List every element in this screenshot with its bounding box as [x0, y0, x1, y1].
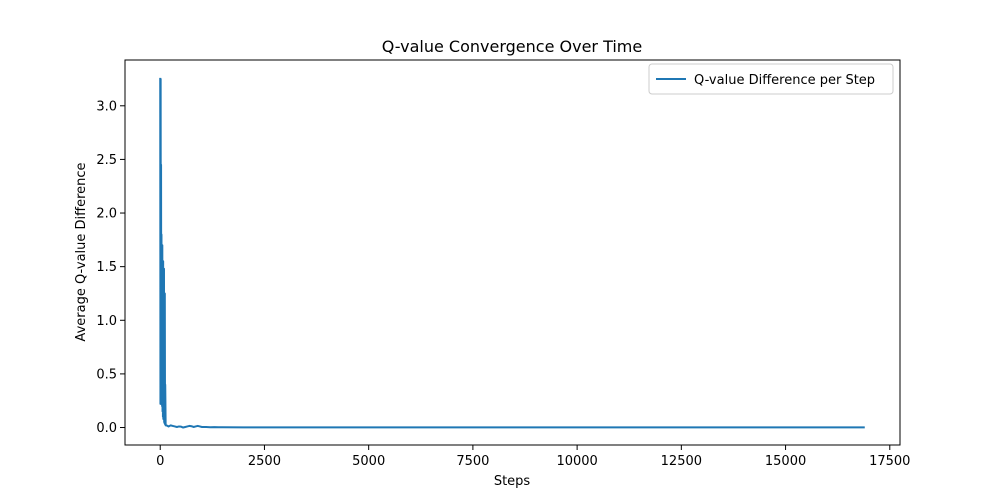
legend-label: Q-value Difference per Step — [694, 73, 875, 88]
legend-box — [648, 63, 894, 95]
x-tick-label: 7500 — [456, 454, 489, 469]
y-tick-label: 1.5 — [96, 260, 117, 275]
chart-title: Q-value Convergence Over Time — [382, 37, 642, 56]
x-tick-label: 15000 — [765, 454, 806, 469]
axes-frame — [124, 59, 901, 446]
x-tick-label: 17500 — [869, 454, 910, 469]
y-tick-label: 0.0 — [96, 421, 117, 436]
y-tick-label: 0.5 — [96, 367, 117, 382]
plot-area: 0 2500 5000 7500 10000 12500 15000 17500 0.0 0.5 1… — [96, 59, 910, 469]
x-axis-label: Steps — [494, 474, 531, 489]
y-axis-label: Average Q-value Difference — [74, 162, 89, 341]
x-tick-label: 2500 — [248, 454, 281, 469]
x-tick-label: 5000 — [352, 454, 385, 469]
y-tick-label: 1.0 — [96, 314, 117, 329]
y-tick-label: 2.5 — [96, 153, 117, 168]
series-line-0 — [159, 77, 865, 429]
y-tick-label: 3.0 — [96, 99, 117, 114]
x-tick-label: 10000 — [556, 454, 597, 469]
x-tick-label: 0 — [156, 454, 164, 469]
x-tick-label: 12500 — [661, 454, 702, 469]
y-tick-label: 2.0 — [96, 207, 117, 222]
legend: Q-value Difference per Step — [648, 63, 894, 95]
